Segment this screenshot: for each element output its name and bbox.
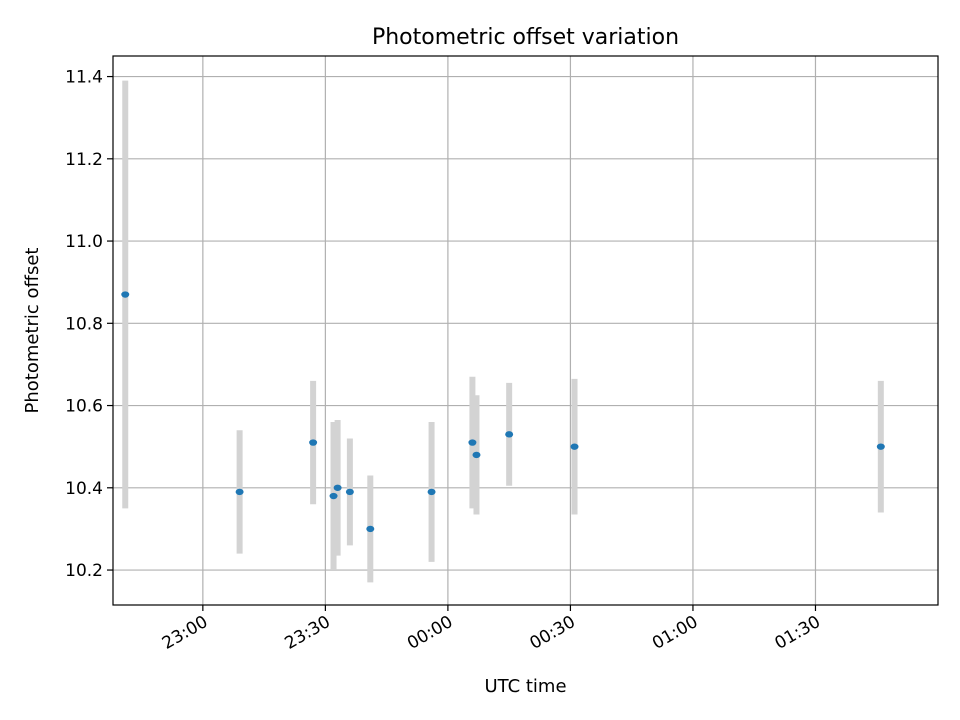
y-tick-label: 10.6 — [65, 397, 103, 417]
x-tick-label: 01:30 — [772, 612, 824, 654]
data-point — [876, 443, 885, 450]
x-tick-label: 00:30 — [526, 612, 578, 654]
x-axis-ticks: 23:00 23:30 00:00 00:30 01:00 01:30 — [159, 605, 824, 654]
x-tick-label: 00:00 — [404, 612, 456, 654]
data-point — [366, 525, 375, 533]
data-point — [468, 439, 477, 446]
x-axis-label: UTC time — [484, 676, 566, 697]
data-point — [472, 451, 481, 459]
y-tick-label: 10.2 — [65, 561, 103, 581]
data-points — [121, 291, 885, 533]
x-tick-label: 23:30 — [281, 612, 333, 654]
data-point — [427, 488, 436, 496]
error-bars — [122, 80, 884, 583]
x-tick-label: 01:00 — [649, 612, 701, 654]
y-tick-label: 11.0 — [65, 232, 103, 252]
chart-title: Photometric offset variation — [372, 25, 679, 50]
data-point — [309, 439, 318, 446]
y-tick-label: 10.4 — [65, 479, 103, 499]
x-tick-label: 23:00 — [159, 612, 211, 654]
data-point — [121, 291, 130, 298]
plot-frame — [112, 55, 939, 606]
grid-lines — [113, 56, 938, 605]
y-axis-label: Photometric offset — [22, 248, 43, 414]
y-tick-label: 11.2 — [65, 150, 103, 170]
data-point — [570, 443, 579, 450]
y-tick-label: 11.4 — [65, 68, 103, 88]
data-point — [345, 488, 354, 496]
y-tick-label: 10.8 — [65, 314, 103, 334]
data-point — [505, 431, 514, 438]
data-point — [329, 492, 338, 500]
y-axis-ticks: 10.2 10.4 10.6 10.8 11.0 11.2 11.4 — [65, 68, 113, 581]
data-point — [333, 484, 342, 491]
data-point — [235, 488, 244, 496]
